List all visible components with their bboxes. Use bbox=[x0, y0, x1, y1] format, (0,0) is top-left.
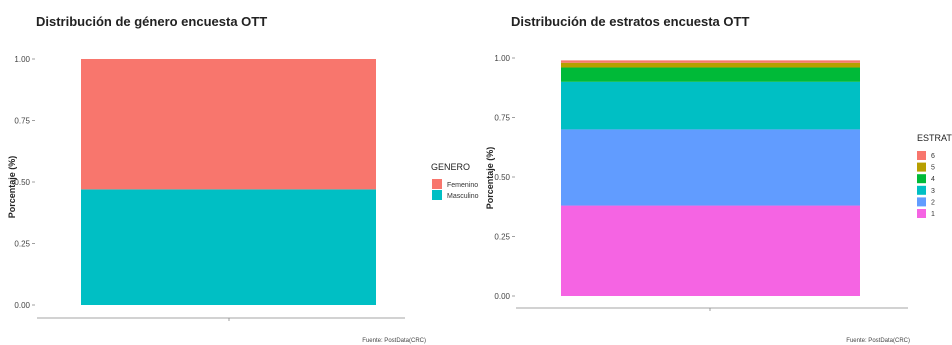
strata-chart-panel: Distribución de estratos encuesta OTT Po… bbox=[485, 14, 952, 344]
strata-stacked-bar bbox=[561, 60, 860, 296]
gender-caption: Fuente: PostData(CRC) bbox=[362, 338, 426, 344]
strata-legend-swatch bbox=[917, 185, 926, 195]
strata-bar-segment-6 bbox=[561, 60, 860, 63]
strata-y-tick-label: 0.50 bbox=[494, 173, 510, 182]
gender-y-tick-label: 0.75 bbox=[14, 117, 30, 126]
gender-legend-label: Femenino bbox=[447, 182, 478, 189]
strata-legend-swatch bbox=[917, 151, 926, 160]
gender-legend-swatch bbox=[432, 179, 442, 189]
gender-legend: GENERO Femenino Masculino bbox=[431, 162, 479, 200]
strata-y-tick-label: 1.00 bbox=[494, 54, 510, 63]
gender-y-tick-label: 0.00 bbox=[14, 301, 30, 310]
gender-y-tick-label: 1.00 bbox=[14, 55, 30, 64]
strata-legend-swatch bbox=[917, 209, 926, 218]
gender-bar-segment-masculino bbox=[81, 189, 376, 305]
strata-y-axis-title: Porcentaje (%) bbox=[485, 147, 495, 210]
gender-y-ticks: 0.00 0.25 0.50 0.75 1.00 bbox=[14, 55, 35, 310]
strata-caption: Fuente: PostData(CRC) bbox=[846, 338, 910, 344]
gender-chart-title: Distribución de género encuesta OTT bbox=[36, 14, 267, 29]
strata-bar-segment-2 bbox=[561, 129, 860, 206]
strata-bar-segment-5 bbox=[561, 62, 860, 68]
strata-y-tick-label: 0.25 bbox=[494, 233, 510, 242]
gender-y-tick-label: 0.25 bbox=[14, 240, 30, 249]
strata-y-tick-label: 0.75 bbox=[494, 114, 510, 123]
strata-legend-swatch bbox=[917, 162, 926, 172]
gender-legend-title: GENERO bbox=[431, 162, 470, 172]
gender-legend-label: Masculino bbox=[447, 193, 479, 200]
strata-bar-segment-4 bbox=[561, 67, 860, 82]
strata-legend-swatch bbox=[917, 174, 926, 184]
gender-bar-segment-femenino bbox=[81, 59, 376, 190]
strata-legend-label: 4 bbox=[931, 176, 935, 183]
strata-chart-title: Distribución de estratos encuesta OTT bbox=[511, 14, 749, 29]
gender-y-axis-title: Porcentaje (%) bbox=[7, 156, 17, 219]
strata-y-ticks: 0.00 0.25 0.50 0.75 1.00 bbox=[494, 54, 515, 301]
strata-legend-label: 2 bbox=[931, 199, 935, 206]
strata-legend-swatch bbox=[917, 197, 926, 207]
strata-bar-segment-3 bbox=[561, 81, 860, 130]
strata-legend: ESTRATO 6 5 4 3 2 1 bbox=[917, 133, 952, 218]
strata-y-tick-label: 0.00 bbox=[494, 292, 510, 301]
gender-stacked-bar bbox=[81, 59, 376, 305]
gender-chart-panel: Distribución de género encuesta OTT Porc… bbox=[7, 14, 479, 344]
strata-legend-label: 3 bbox=[931, 188, 935, 195]
strata-legend-title: ESTRATO bbox=[917, 133, 952, 143]
strata-legend-label: 5 bbox=[931, 165, 935, 172]
gender-legend-swatch bbox=[432, 190, 442, 200]
strata-legend-label: 1 bbox=[931, 211, 935, 218]
gender-y-tick-label: 0.50 bbox=[14, 178, 30, 187]
strata-bar-segment-1 bbox=[561, 205, 860, 296]
strata-legend-label: 6 bbox=[931, 153, 935, 160]
